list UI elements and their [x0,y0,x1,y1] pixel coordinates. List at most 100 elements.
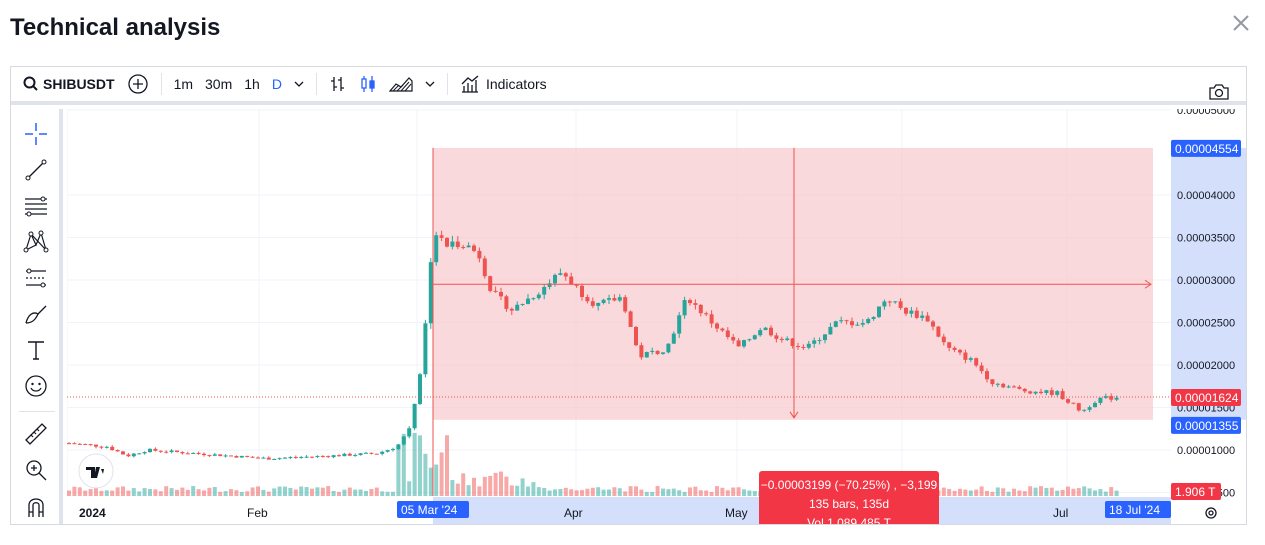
time-badge-range-end: 18 Jul '24 [1105,501,1171,518]
price-chart[interactable]: 0.00005000 0.00004000 0.00003500 0.00003000… [66,105,1247,525]
volume-bar [234,490,239,496]
candle-body [968,358,973,360]
candle-body [391,449,395,451]
volume-bar [1001,488,1006,496]
candle-body [515,304,520,311]
candle-body [1114,397,1119,400]
candle-body [817,340,822,342]
candle-body [758,330,763,336]
candle-body [634,326,638,346]
candle-body [504,296,509,309]
volume-bar [715,486,719,496]
candle-body [542,286,547,295]
volume-bar [266,491,271,496]
area-chart-button[interactable] [383,67,419,101]
snapshot-button[interactable] [1202,75,1236,109]
candle-body [445,237,449,247]
volume-bar [661,488,665,496]
ruler-icon[interactable] [23,421,49,447]
volume-bar [590,487,595,496]
emoji-icon[interactable] [23,373,49,399]
indicators-button[interactable]: Indicators [454,67,553,101]
interval-30m[interactable]: 30m [205,76,233,92]
candle-body [1017,386,1022,389]
pattern-icon[interactable] [23,229,49,255]
candle-body [682,300,687,316]
candle-body [914,310,919,318]
volume-bar [315,487,320,496]
candle-body [223,455,228,457]
volume-bar [990,491,995,496]
volume-bar [175,489,179,496]
candle-body [380,451,385,454]
volume-bar [941,487,946,496]
volume-bar [725,490,730,496]
volume-bar [1060,489,1065,496]
candle-body [72,443,77,445]
candle-body [655,350,660,354]
volume-bar [450,480,455,496]
volume-bar [553,489,557,496]
volume-bar [126,490,131,496]
volume-bar [207,487,212,496]
measure-arrow-down [789,411,799,419]
chart-type-dropdown[interactable] [419,67,441,101]
tradingview-logo[interactable] [78,453,114,489]
interval-dropdown[interactable] [288,67,310,101]
candle-body [455,241,460,248]
volume-bar [1012,488,1016,496]
volume-bar [509,485,514,496]
candle-body [466,245,471,248]
volume-bar [407,481,412,496]
candle-body [1006,386,1011,388]
candle-body [558,273,563,275]
close-icon[interactable] [1230,12,1252,34]
candle-body [337,455,341,457]
bars-chart-button[interactable] [323,67,353,101]
volume-bar [331,490,336,496]
candle-body [833,321,838,327]
volume-bar [239,491,244,496]
candle-body [596,302,601,306]
price-badge-range-top: 0.00004554 [1171,139,1241,157]
chart-pane[interactable]: 0.00005000 0.00004000 0.00003500 0.00003000… [66,105,1247,525]
candle-body [569,276,574,285]
volume-bar [634,486,638,496]
volume-bar [504,476,509,496]
symbol-search-button[interactable]: SHIBUSDT [11,67,121,101]
candle-body [866,318,871,324]
volume-bar [428,467,433,496]
compare-button[interactable] [121,67,155,101]
candle-body [985,371,989,380]
settings-icon[interactable] [1205,507,1217,519]
brush-icon[interactable] [23,301,49,327]
volume-bar [353,489,358,496]
interval-1h[interactable]: 1h [244,76,260,92]
candle-body [742,340,746,347]
volume-bar [612,487,617,496]
candle-body [553,274,557,284]
candle-body [936,326,941,337]
volume-bar [1082,486,1087,496]
forecast-icon[interactable] [23,265,49,291]
volume-bar [364,491,368,496]
trend-line-icon[interactable] [23,157,49,183]
interval-d[interactable]: D [271,76,282,92]
candle-body [920,315,925,318]
magnet-icon[interactable] [23,493,49,519]
chart-widget: SHIBUSDT 1m 30m 1h D Indicators [10,66,1247,525]
volume-bar [947,488,952,496]
text-tool-icon[interactable] [23,337,49,363]
fib-retracement-icon[interactable] [23,193,49,219]
price-tick-label: 0.00001000 [1177,445,1235,457]
volume-bar [104,490,109,496]
volume-bar [153,489,158,496]
candle-body [499,291,503,297]
candles-chart-button[interactable] [353,67,383,101]
interval-1m[interactable]: 1m [173,76,194,92]
candle-body [720,328,725,331]
volume-bar [482,476,487,496]
crosshair-icon[interactable] [23,121,49,147]
zoom-in-icon[interactable] [23,457,49,483]
candle-body [839,320,844,322]
